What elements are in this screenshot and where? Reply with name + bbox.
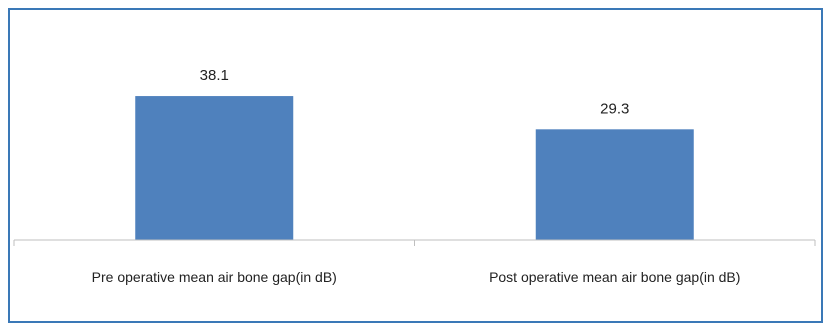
bars-layer	[135, 96, 694, 240]
axis-layer	[13, 239, 816, 246]
data-label-1: 38.1	[200, 67, 229, 84]
labels-layer: 38.1 Pre operative mean air bone gap(in d…	[92, 67, 741, 285]
bar-chart: 38.1 Pre operative mean air bone gap(in d…	[13, 67, 816, 285]
chart-frame: 38.1 Pre operative mean air bone gap(in d…	[8, 8, 823, 323]
category-label-2: Post operative mean air bone gap(in dB)	[489, 269, 740, 285]
category-label-1: Pre operative mean air bone gap(in dB)	[92, 269, 337, 285]
bar-1	[135, 96, 294, 240]
bar-2	[535, 129, 694, 240]
data-label-2: 29.3	[600, 100, 629, 117]
